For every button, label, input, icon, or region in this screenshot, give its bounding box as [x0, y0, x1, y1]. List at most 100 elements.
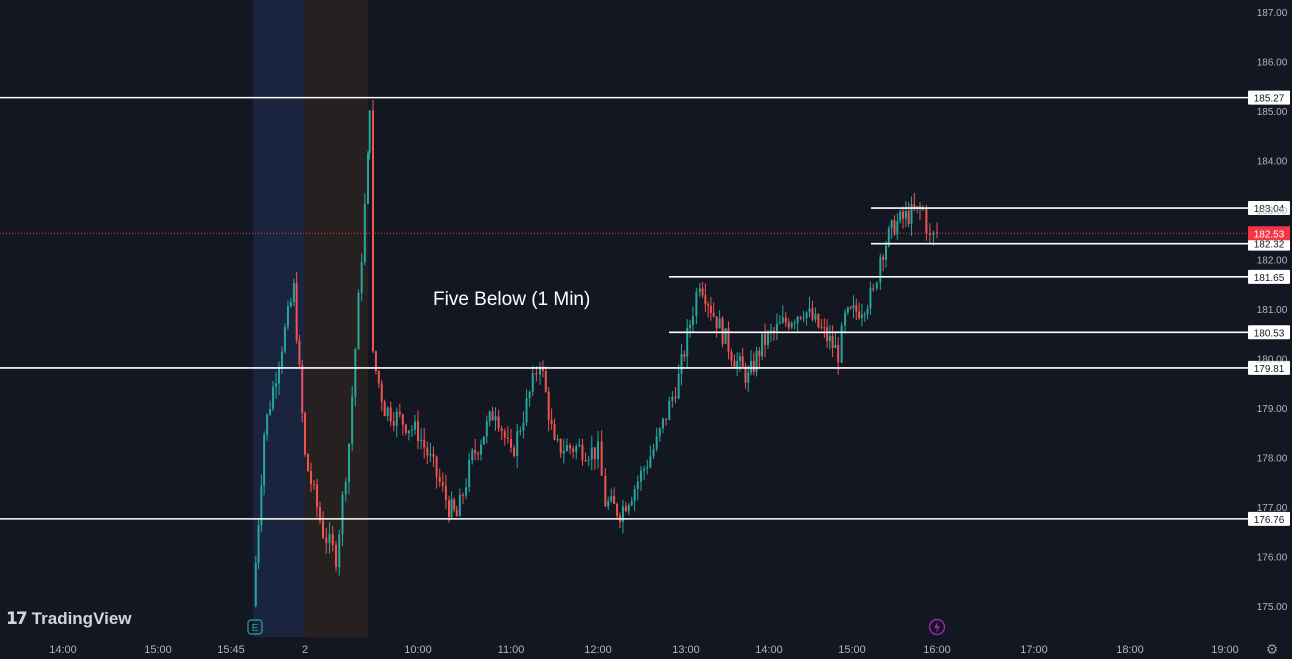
candle-body	[677, 373, 680, 399]
candle-body	[283, 326, 286, 352]
candle	[444, 474, 447, 510]
candle-body	[383, 401, 386, 417]
candle	[875, 281, 878, 291]
candle	[630, 496, 633, 507]
candle	[646, 459, 649, 475]
candle	[820, 318, 823, 330]
candle	[712, 302, 715, 318]
candle-body	[263, 434, 266, 486]
candle-body	[550, 419, 553, 425]
y-tick-label: 187.00	[1257, 8, 1288, 19]
candle-body	[491, 411, 494, 421]
candle-body	[584, 460, 587, 462]
candle	[420, 428, 423, 450]
candle-body	[477, 453, 480, 455]
candle-body	[575, 446, 578, 452]
candle	[811, 300, 814, 322]
candle	[896, 213, 899, 240]
candle-body	[367, 153, 369, 204]
candle-body	[834, 345, 837, 348]
candle	[831, 325, 834, 357]
candle	[787, 317, 790, 331]
candle-body	[665, 418, 668, 420]
candle-body	[680, 354, 683, 374]
candle-body	[686, 327, 689, 357]
candle	[541, 360, 544, 378]
candle	[367, 151, 369, 205]
candle	[885, 240, 887, 268]
candle-body	[698, 288, 701, 293]
candle	[741, 347, 744, 367]
candle-body	[272, 386, 275, 409]
candle	[844, 309, 847, 334]
candle	[357, 289, 360, 350]
candle-body	[630, 500, 633, 506]
candle	[866, 304, 869, 320]
candle	[254, 555, 257, 608]
y-tick-label: 184.00	[1257, 157, 1288, 168]
candle-body	[721, 318, 724, 344]
candle	[621, 499, 624, 534]
candle-body	[260, 485, 263, 526]
candle-body	[468, 460, 471, 488]
candle	[733, 354, 736, 368]
candle-body	[417, 421, 419, 442]
candle-body	[826, 327, 829, 341]
candle	[438, 468, 441, 487]
candle	[709, 296, 712, 321]
candle	[372, 99, 374, 353]
gear-icon[interactable]: ⚙	[1265, 641, 1279, 657]
candle-body	[893, 220, 896, 235]
candle-body	[764, 333, 767, 345]
candle-body	[704, 295, 707, 305]
candle	[698, 282, 701, 297]
candle-body	[298, 340, 301, 365]
candle	[322, 511, 324, 540]
candle	[899, 209, 902, 224]
candle-body	[661, 418, 664, 429]
candle	[516, 424, 519, 469]
candle	[852, 295, 855, 319]
candle	[671, 391, 674, 408]
candle	[674, 387, 677, 404]
candle	[479, 439, 482, 461]
candle	[310, 462, 312, 493]
candle	[872, 283, 875, 292]
candle-body	[658, 428, 661, 437]
y-tick-label: 179.00	[1257, 404, 1288, 415]
candle-body	[616, 503, 619, 516]
candle-body	[458, 494, 461, 517]
candle-body	[295, 283, 298, 341]
candle	[604, 468, 607, 508]
candle	[389, 401, 392, 427]
candle-body	[860, 314, 863, 319]
y-tick-label: 178.00	[1257, 454, 1288, 465]
candle-body	[503, 431, 506, 438]
candle	[435, 455, 438, 489]
candle	[468, 452, 471, 493]
candle	[652, 443, 655, 460]
candle	[704, 283, 707, 312]
candle	[858, 302, 861, 320]
candle-body	[837, 345, 840, 363]
candle-body	[398, 411, 401, 415]
candle-body	[890, 220, 893, 229]
candle	[413, 414, 416, 435]
candle	[298, 334, 301, 368]
candle	[784, 311, 787, 328]
candle	[799, 315, 802, 321]
candle	[278, 361, 280, 396]
candle-body	[863, 314, 866, 316]
candle	[565, 438, 568, 452]
candle	[668, 396, 671, 421]
candle	[441, 472, 444, 492]
tradingview-logo[interactable]: 𝟭𝟳 TradingView	[6, 609, 132, 629]
candle-body	[683, 354, 686, 357]
candle	[633, 485, 636, 511]
x-tick-label: 15:00	[838, 644, 866, 656]
x-tick-label: 10:00	[404, 644, 432, 656]
candle-body	[646, 467, 649, 469]
candle	[707, 301, 710, 318]
candle-body	[607, 501, 610, 507]
